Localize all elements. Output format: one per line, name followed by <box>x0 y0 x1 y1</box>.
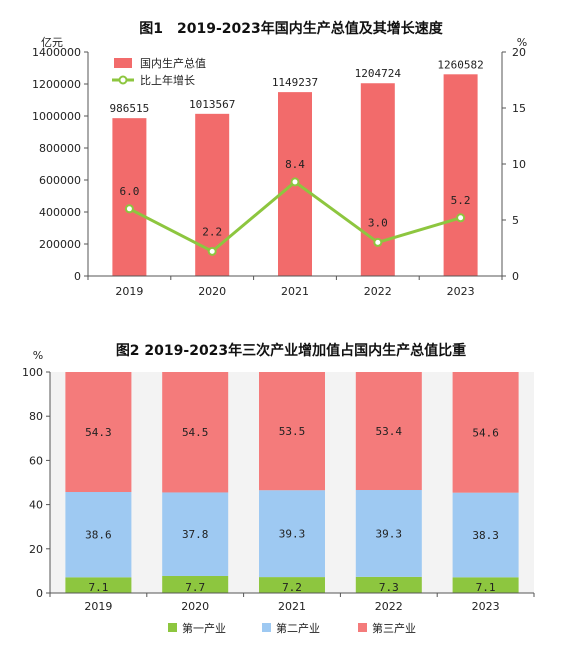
gdp-value-label-2019: 986515 <box>110 102 150 115</box>
growth-value-label-2021: 8.4 <box>285 158 305 171</box>
share-value-label-第一产业-2021: 7.2 <box>282 581 302 594</box>
chart2-x-tick-label: 2022 <box>375 600 403 613</box>
chart1-left-tick-label: 200000 <box>39 238 81 251</box>
chart2-y-tick-label: 0 <box>36 587 43 600</box>
growth-point-2021 <box>290 177 300 187</box>
share-bar-第三产业-2019 <box>65 372 132 493</box>
share-value-label-第三产业-2023: 54.6 <box>472 426 499 439</box>
gdp-value-label-2023: 1260582 <box>437 58 483 71</box>
growth-value-label-2019: 6.0 <box>119 185 139 198</box>
chart1-right-tick-label: 10 <box>512 158 526 171</box>
share-bar-第一产业-2019 <box>65 577 132 593</box>
industry-share-chart: 图2 2019-2023年三次产业增加值占国内生产总值比重 % 0 20 40 60 8… <box>22 342 535 635</box>
share-value-label-第二产业-2022: 39.3 <box>376 527 403 540</box>
share-value-label-第二产业-2023: 38.3 <box>472 529 499 542</box>
chart1-title: 图1 2019-2023年国内生产总值及其增长速度 <box>139 20 443 37</box>
share-value-label-第一产业-2023: 7.1 <box>476 581 496 594</box>
share-value-label-第一产业-2020: 7.7 <box>185 581 205 594</box>
share-value-label-第三产业-2019: 54.3 <box>85 426 112 439</box>
share-bar-第二产业-2020 <box>162 492 229 576</box>
share-bar-第一产业-2020 <box>162 575 229 593</box>
share-value-label-第三产业-2022: 53.4 <box>376 425 403 438</box>
chart2-x-tick-label: 2020 <box>181 600 209 613</box>
chart1-left-tick-label: 0 <box>74 270 81 283</box>
gdp-value-label-2021: 1149237 <box>272 76 318 89</box>
chart1-x-tick-label: 2020 <box>198 285 226 298</box>
chart1-right-tick-label: 15 <box>512 102 526 115</box>
growth-point-2019 <box>124 204 134 214</box>
legend-label-第一产业: 第一产业 <box>182 621 226 635</box>
share-bar-第三产业-2020 <box>162 372 229 493</box>
share-bar-第三产业-2021 <box>259 372 325 491</box>
legend-label-第三产业: 第三产业 <box>372 621 416 635</box>
legend-label-gdp: 国内生产总值 <box>140 56 206 70</box>
legend-swatch-第二产业 <box>262 623 271 632</box>
legend-swatch-第三产业 <box>358 623 367 632</box>
share-bar-第一产业-2023 <box>452 577 519 593</box>
chart2-x-tick-label: 2019 <box>84 600 112 613</box>
chart1-left-tick-label: 600000 <box>39 174 81 187</box>
chart1-right-axis-unit: % <box>517 36 527 49</box>
share-value-label-第二产业-2021: 39.3 <box>279 528 306 541</box>
gdp-growth-chart: 图1 2019-2023年国内生产总值及其增长速度 亿元 % 0 200000 40… <box>32 20 527 298</box>
chart1-left-tick-label: 800000 <box>39 142 81 155</box>
chart1-x-tick-label: 2022 <box>364 285 392 298</box>
chart1-left-tick-label: 400000 <box>39 206 81 219</box>
chart1-left-axis-unit: 亿元 <box>41 36 63 49</box>
share-bar-第三产业-2023 <box>452 372 519 493</box>
share-value-label-第一产业-2022: 7.3 <box>379 581 399 594</box>
growth-point-2020 <box>207 246 217 256</box>
growth-point-2022 <box>373 237 383 247</box>
chart2-y-tick-label: 20 <box>29 543 43 556</box>
legend-label-growth: 比上年增长 <box>140 73 195 87</box>
chart2-x-tick-label: 2023 <box>472 600 500 613</box>
chart1-right-tick-label: 0 <box>512 270 519 283</box>
legend-marker-growth <box>118 75 128 85</box>
chart1-x-tick-label: 2023 <box>447 285 475 298</box>
gdp-bar-2019 <box>112 118 147 277</box>
share-value-label-第二产业-2019: 38.6 <box>85 529 112 542</box>
share-value-label-第二产业-2020: 37.8 <box>182 528 209 541</box>
share-bar-第三产业-2022 <box>355 372 422 491</box>
chart2-title: 图2 2019-2023年三次产业增加值占国内生产总值比重 <box>116 342 466 359</box>
gdp-value-label-2020: 1013567 <box>189 98 235 111</box>
chart1-right-tick-label: 5 <box>512 214 519 227</box>
gdp-bar-2022 <box>360 83 395 276</box>
chart2-axis-unit: % <box>33 349 43 362</box>
share-value-label-第三产业-2021: 53.5 <box>279 425 306 438</box>
share-value-label-第一产业-2019: 7.1 <box>88 581 108 594</box>
share-value-label-第三产业-2020: 54.5 <box>182 426 209 439</box>
chart2-y-tick-label: 40 <box>29 499 43 512</box>
share-bar-第二产业-2021 <box>259 490 325 578</box>
legend-swatch-gdp <box>114 58 132 68</box>
legend-swatch-第一产业 <box>168 623 177 632</box>
share-bar-第一产业-2022 <box>355 576 422 593</box>
chart2-y-tick-label: 80 <box>29 410 43 423</box>
share-bar-第一产业-2021 <box>259 577 325 593</box>
share-bar-第二产业-2023 <box>452 492 519 578</box>
chart1-right-tick-label: 20 <box>512 46 526 59</box>
share-bar-第二产业-2022 <box>355 490 422 577</box>
share-bar-第二产业-2019 <box>65 492 132 578</box>
growth-point-2023 <box>456 213 466 223</box>
growth-value-label-2022: 3.0 <box>368 216 388 229</box>
gdp-bar-2023 <box>443 74 478 276</box>
growth-value-label-2020: 2.2 <box>202 225 222 238</box>
chart1-left-tick-label: 1000000 <box>32 110 81 123</box>
chart2-y-tick-label: 100 <box>22 366 43 379</box>
chart1-x-tick-label: 2021 <box>281 285 309 298</box>
gdp-value-label-2022: 1204724 <box>355 67 402 80</box>
growth-value-label-2023: 5.2 <box>451 194 471 207</box>
chart1-left-tick-label: 1200000 <box>32 78 81 91</box>
legend-label-第二产业: 第二产业 <box>276 621 320 635</box>
chart2-y-tick-label: 60 <box>29 454 43 467</box>
chart2-x-tick-label: 2021 <box>278 600 306 613</box>
chart1-left-tick-label: 1400000 <box>32 46 81 59</box>
chart1-x-tick-label: 2019 <box>115 285 143 298</box>
